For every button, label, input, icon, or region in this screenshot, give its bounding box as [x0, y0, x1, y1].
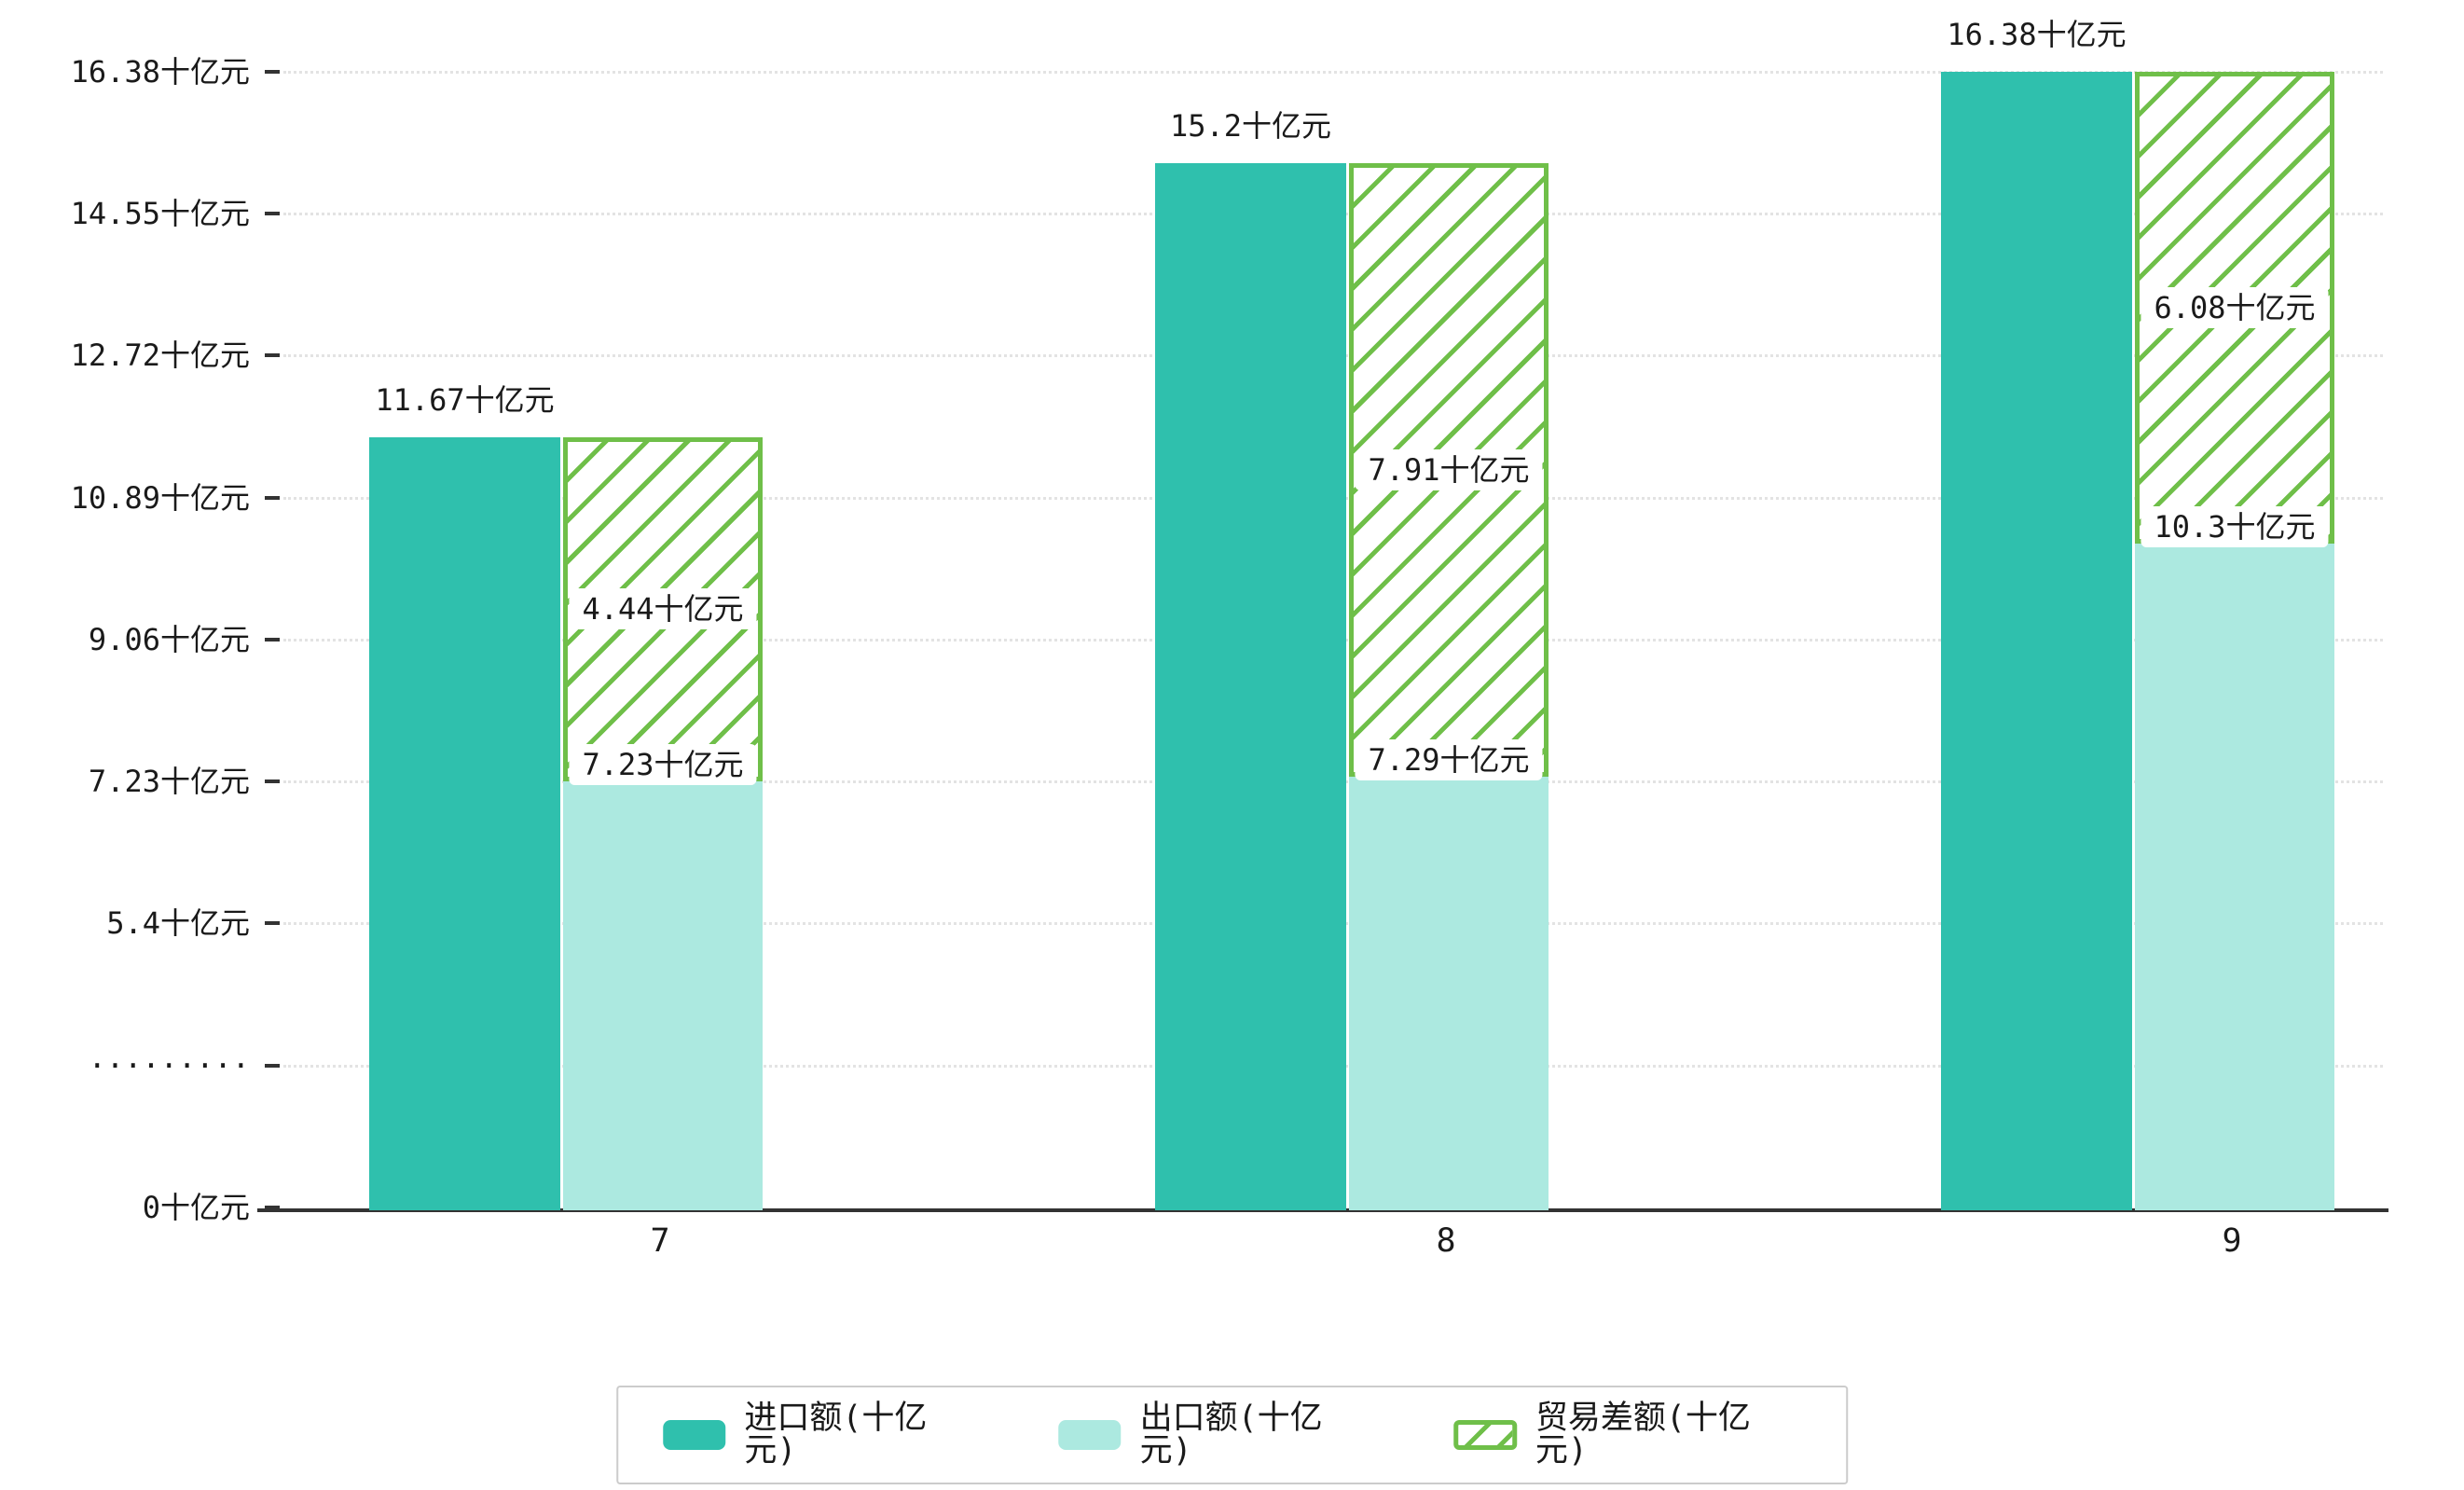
import-bar-8 — [1155, 162, 1346, 1210]
y-axis-tick-label: 5.4十亿元 — [106, 905, 250, 942]
y-axis-tick-label: 0十亿元 — [142, 1190, 250, 1225]
x-axis-line — [257, 1208, 2388, 1212]
legend-label-trade-balance: 贸易差额(十亿元) — [1535, 1400, 1751, 1469]
import-value-label: 16.38十亿元 — [1934, 13, 2140, 55]
y-gridline — [283, 70, 2383, 74]
import-bar-9 — [1941, 71, 2132, 1210]
legend-item-trade-balance[interactable]: 贸易差额(十亿元) — [1453, 1402, 1801, 1468]
y-axis-tick — [265, 637, 280, 642]
y-axis-tick — [265, 211, 280, 215]
x-axis-category-label: 7 — [650, 1222, 670, 1260]
export-bar-9 — [2135, 543, 2334, 1210]
export-bar-8 — [1349, 777, 1549, 1210]
y-axis-tick — [265, 353, 280, 358]
import-value-label: 11.67十亿元 — [362, 379, 568, 421]
y-axis-tick — [265, 779, 280, 784]
export-legend-swatch-icon — [1057, 1420, 1122, 1450]
legend-label-export: 出口额(十亿元) — [1139, 1400, 1323, 1469]
export-value-label: 7.23十亿元 — [569, 744, 757, 786]
export-value-label: 7.29十亿元 — [1355, 739, 1543, 781]
y-axis-tick — [265, 495, 280, 500]
y-axis-tick-label: 16.38十亿元 — [70, 53, 250, 90]
x-axis-category-label: 8 — [1436, 1222, 1456, 1260]
y-axis-tick-label: 14.55十亿元 — [70, 195, 250, 231]
export-value-label: 10.3十亿元 — [2141, 505, 2329, 547]
export-bar-7 — [563, 781, 763, 1210]
trade-balance-value-label: 6.08十亿元 — [2141, 286, 2329, 328]
legend-label-import: 进口额(十亿元) — [744, 1400, 928, 1469]
import-legend-swatch-icon — [662, 1420, 726, 1450]
y-axis-tick — [265, 1206, 280, 1209]
legend-item-export[interactable]: 出口额(十亿元) — [1057, 1400, 1373, 1469]
y-axis-tick-label: 12.72十亿元 — [70, 338, 250, 374]
trade-balance-legend-swatch-icon — [1453, 1420, 1517, 1450]
trade-balance-value-label: 4.44十亿元 — [569, 588, 757, 630]
import-bar-7 — [369, 436, 560, 1210]
y-axis-tick-label: 10.89十亿元 — [70, 479, 250, 516]
legend: 进口额(十亿元) 出口额(十亿元) 贸易差额(十亿元) — [615, 1386, 1849, 1484]
y-axis-tick-label: ········· — [88, 1047, 250, 1083]
import-value-label: 15.2十亿元 — [1156, 104, 1345, 146]
y-axis-tick — [265, 1063, 280, 1068]
y-axis-tick — [265, 921, 280, 926]
y-axis-tick — [265, 69, 280, 74]
trade-balance-value-label: 7.91十亿元 — [1355, 448, 1543, 490]
y-axis-tick-label: 7.23十亿元 — [88, 764, 250, 800]
x-axis-category-label: 9 — [2222, 1222, 2242, 1260]
legend-item-import[interactable]: 进口额(十亿元) — [662, 1400, 978, 1469]
y-axis-tick-label: 9.06十亿元 — [88, 621, 250, 657]
